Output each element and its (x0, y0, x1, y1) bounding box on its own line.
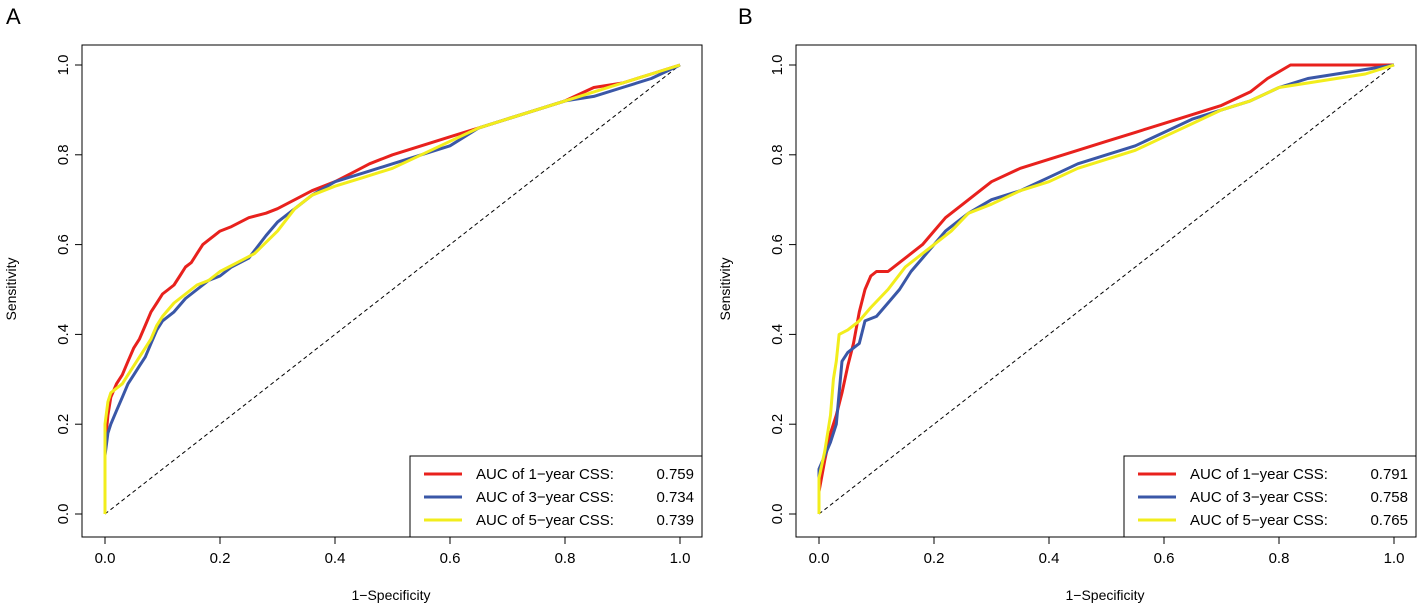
legend-auc-value: 0.759 (656, 466, 694, 483)
legend: AUC of 1−year CSS: 0.791 AUC of 3−year CSS… (1123, 455, 1417, 538)
panel-label: A (6, 4, 21, 29)
roc-curves (103, 63, 681, 514)
legend-auc-value: 0.739 (656, 512, 694, 529)
x-tick-label: 1.0 (670, 550, 691, 567)
roc-curve-5-year (103, 63, 681, 514)
x-axis: 0.0 0.2 0.4 0.6 0.8 1.0 (809, 536, 1405, 567)
y-tick-label: 1.0 (769, 55, 786, 76)
x-tick-label: 0.2 (210, 550, 231, 567)
y-axis: 0.0 0.2 0.4 0.6 0.8 1.0 (55, 55, 83, 525)
x-tick-label: 0.6 (440, 550, 461, 567)
y-tick-label: 0.2 (769, 414, 786, 435)
y-tick-label: 0.0 (55, 504, 72, 525)
panel-label: B (738, 4, 753, 29)
x-tick-label: 0.0 (95, 550, 116, 567)
y-tick-label: 0.6 (55, 234, 72, 255)
roc-curves (817, 63, 1395, 514)
legend-auc-value: 0.734 (656, 489, 694, 506)
x-axis-title: 1−Specificity (352, 587, 431, 603)
legend-auc-value: 0.765 (1370, 512, 1408, 529)
legend-label: AUC of 3−year CSS: (476, 489, 614, 506)
y-tick-label: 0.4 (769, 324, 786, 345)
x-axis-title: 1−Specificity (1066, 587, 1145, 603)
legend-auc-value: 0.758 (1370, 489, 1408, 506)
legend-label: AUC of 1−year CSS: (1190, 466, 1328, 483)
x-tick-label: 0.6 (1154, 550, 1175, 567)
y-axis-title: Sensitivity (717, 257, 733, 320)
y-tick-label: 0.8 (769, 144, 786, 165)
x-tick-label: 0.4 (325, 550, 346, 567)
roc-curve-5-year (817, 63, 1395, 514)
reference-diagonal (104, 64, 681, 515)
x-tick-label: 0.0 (809, 550, 830, 567)
legend: AUC of 1−year CSS: 0.759 AUC of 3−year CSS… (409, 455, 703, 538)
y-tick-label: 0.4 (55, 324, 72, 345)
x-tick-label: 1.0 (1384, 550, 1405, 567)
roc-curve-1-year (817, 63, 1394, 514)
x-tick-label: 0.2 (924, 550, 945, 567)
legend-label: AUC of 5−year CSS: (1190, 512, 1328, 529)
x-axis: 0.0 0.2 0.4 0.6 0.8 1.0 (95, 536, 691, 567)
y-tick-label: 0.8 (55, 144, 72, 165)
y-axis: 0.0 0.2 0.4 0.6 0.8 1.0 (769, 55, 797, 525)
x-tick-label: 0.8 (555, 550, 576, 567)
y-axis-title: Sensitivity (3, 257, 19, 320)
roc-panel-a: A 0.0 0.2 0.4 0.6 0.8 1.0 0.00.20.40.60.81.0 … (3, 4, 703, 603)
legend-label: AUC of 5−year CSS: (476, 512, 614, 529)
legend-label: AUC of 1−year CSS: (476, 466, 614, 483)
x-tick-label: 0.8 (1269, 550, 1290, 567)
y-tick-label: 0.2 (55, 414, 72, 435)
y-tick-label: 0.6 (769, 234, 786, 255)
x-tick-label: 0.4 (1039, 550, 1060, 567)
y-tick-label: 0.0 (769, 504, 786, 525)
legend-auc-value: 0.791 (1370, 466, 1408, 483)
legend-label: AUC of 3−year CSS: (1190, 489, 1328, 506)
roc-panel-b: B 0.0 0.2 0.4 0.6 0.8 1.0 0.00.20.40.60.81.0 … (717, 4, 1417, 603)
y-tick-label: 1.0 (55, 55, 72, 76)
reference-diagonal (818, 64, 1395, 515)
